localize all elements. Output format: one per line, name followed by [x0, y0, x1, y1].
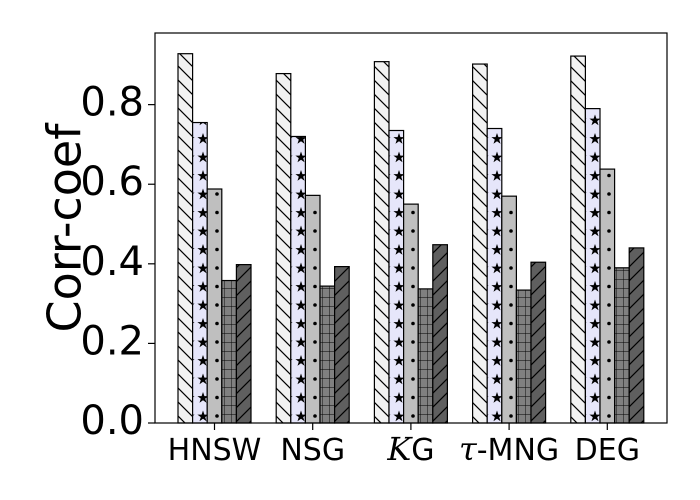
- y-tick-label: 0.0: [80, 398, 144, 444]
- bar-s2-c5: [584, 108, 601, 424]
- y-axis: 0.0 0.2 0.4 0.6 0.8: [80, 80, 155, 444]
- y-tick-label: 0.4: [80, 239, 144, 285]
- bar-s1-c1: [177, 53, 194, 424]
- bar-s1-c2: [275, 72, 292, 424]
- bar-s2-c1: [192, 121, 208, 424]
- bar-s3-c2: [304, 194, 321, 424]
- bar-s5-c1: [235, 264, 252, 424]
- bar-s2-c2: [290, 135, 306, 424]
- bar-s1-c4: [472, 63, 488, 424]
- bar-s2-c4: [486, 127, 503, 424]
- bar-s1-c3: [373, 61, 390, 424]
- bar-s3-c1: [206, 188, 223, 424]
- bar-s4-c5: [613, 267, 630, 424]
- bar-s3-c3: [403, 203, 419, 424]
- x-tick-label: NSG: [280, 433, 345, 468]
- y-tick-label: 0.8: [80, 80, 144, 126]
- bar-s1-c5: [570, 55, 586, 424]
- bar-s5-c4: [530, 261, 547, 424]
- bar-s5-c2: [334, 266, 350, 424]
- bar-s5-c3: [432, 244, 448, 424]
- bar-s4-c3: [417, 288, 434, 424]
- y-axis-label: Corr-coef: [38, 122, 92, 333]
- bar-s5-c5: [628, 247, 645, 424]
- bar-s4-c1: [221, 279, 238, 424]
- bar-s3-c5: [599, 168, 616, 424]
- x-axis: HNSW NSG KG τ-MNG DEG: [168, 423, 640, 468]
- bar-s2-c3: [388, 129, 405, 424]
- bar-s3-c4: [501, 195, 517, 424]
- bars-group: [177, 53, 645, 424]
- x-tick-label: DEG: [575, 433, 640, 468]
- bar-s4-c2: [319, 285, 336, 424]
- bar-s4-c4: [515, 289, 532, 424]
- x-tick-label: τ-MNG: [459, 430, 559, 468]
- x-tick-label: HNSW: [168, 433, 262, 468]
- y-tick-label: 0.6: [80, 159, 144, 205]
- y-tick-label: 0.2: [80, 318, 144, 364]
- x-tick-label: KG: [386, 430, 434, 468]
